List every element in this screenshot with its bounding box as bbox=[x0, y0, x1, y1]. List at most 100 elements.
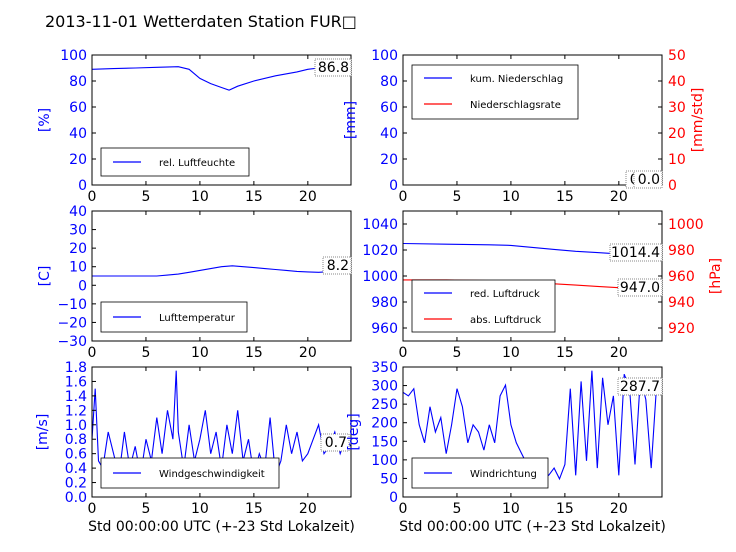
axes-frame-humidity bbox=[91, 54, 352, 186]
panel-humidity: 0 5 10 15 20 0 20 40 60 80 100 [%] 86.8 rel. Luftfeuc… bbox=[37, 48, 352, 205]
xtick-label-windspeed-3: 15 bbox=[245, 501, 263, 517]
ytick-label-windspeed-3: 0.6 bbox=[65, 447, 87, 463]
ytick-label-winddir-5: 250 bbox=[371, 397, 398, 413]
ytick-right-label-precip-1: 10 bbox=[668, 152, 686, 168]
series-temperature-0 bbox=[92, 265, 351, 277]
xtick-label-humidity-4: 20 bbox=[299, 189, 317, 205]
legend-label-winddir-0: Windrichtung bbox=[470, 469, 537, 480]
ytick-label-precip-5: 100 bbox=[371, 48, 398, 64]
ytick-right-label-precip-4: 40 bbox=[668, 74, 686, 90]
ytick-label-winddir-2: 100 bbox=[371, 453, 398, 469]
ytick-label-windspeed-2: 0.4 bbox=[65, 461, 87, 477]
ytick-label-temperature-4: 10 bbox=[69, 260, 87, 276]
xtick-label-windspeed-2: 10 bbox=[191, 501, 209, 517]
panel-pressure: 0 5 10 15 20 960 980 1000 1020 1040 920 940 960 980 10… bbox=[362, 210, 724, 361]
xtick-label-pressure-4: 20 bbox=[610, 345, 628, 361]
legend-pressure bbox=[411, 279, 556, 333]
xtick-label-winddir-1: 5 bbox=[452, 501, 461, 517]
xtick-label-precip-0: 0 bbox=[399, 189, 408, 205]
annotation-pressure-abs: 947.0 bbox=[620, 280, 660, 296]
ytick-label-temperature-6: 30 bbox=[69, 223, 87, 239]
ytick-label-temperature-2: −10 bbox=[57, 297, 87, 313]
ytick-label-precip-2: 40 bbox=[380, 126, 398, 142]
annotation-windspeed-box bbox=[320, 433, 350, 452]
panel-precip: 0 5 10 15 20 0 20 40 60 80 100 0 10 20 30 40 50 [mm/std] [… bbox=[343, 48, 706, 205]
axes-frame-winddir bbox=[402, 366, 663, 498]
xtick-label-humidity-0: 0 bbox=[88, 189, 97, 205]
ylabel-windspeed: [m/s] bbox=[35, 414, 51, 451]
legend-label-precip-0: kum. Niederschlag bbox=[470, 74, 563, 85]
legend-label-pressure-0: red. Luftdruck bbox=[470, 289, 540, 300]
ytick-label-humidity-1: 20 bbox=[69, 152, 87, 168]
annotation-precip-rate: 0.0 bbox=[638, 172, 660, 188]
ytick-label-winddir-3: 150 bbox=[371, 434, 398, 450]
ytick-label-pressure-2: 1000 bbox=[362, 269, 398, 285]
ytick-right-label-precip-0: 0 bbox=[668, 178, 677, 194]
ytick-label-temperature-0: −30 bbox=[57, 334, 87, 350]
ytick-label-pressure-0: 960 bbox=[371, 321, 398, 337]
xtick-label-winddir-2: 10 bbox=[502, 501, 520, 517]
legend-precip bbox=[411, 64, 579, 120]
ytick-label-precip-3: 60 bbox=[380, 100, 398, 116]
ytick-label-windspeed-7: 1.4 bbox=[65, 389, 87, 405]
xtick-label-precip-3: 15 bbox=[556, 189, 574, 205]
annotation-temperature-box bbox=[322, 256, 352, 275]
ytick-label-pressure-4: 1040 bbox=[362, 217, 398, 233]
ylabel-precip: [mm] bbox=[343, 101, 359, 139]
annotation-pressure-abs-box bbox=[617, 278, 663, 297]
ylabel-winddir: [deg] bbox=[346, 413, 362, 450]
xtick-label-humidity-2: 10 bbox=[191, 189, 209, 205]
annotation-temperature: 8.2 bbox=[327, 258, 349, 274]
ytick-label-pressure-3: 1020 bbox=[362, 243, 398, 259]
legend-label-pressure-1: abs. Luftdruck bbox=[470, 315, 541, 326]
annotation-humidity-box bbox=[314, 58, 352, 77]
xtick-label-pressure-2: 10 bbox=[502, 345, 520, 361]
ytick-right-label-precip-5: 50 bbox=[668, 48, 686, 64]
xlabel-windspeed: Std 00:00:00 UTC (+-23 Std Lokalzeit) bbox=[88, 519, 355, 535]
ytick-label-windspeed-0: 0.0 bbox=[65, 490, 87, 506]
ytick-label-winddir-6: 300 bbox=[371, 379, 398, 395]
series-humidity-0 bbox=[92, 66, 351, 91]
legend-label-precip-1: Niederschlagsrate bbox=[470, 100, 561, 111]
xtick-label-temperature-3: 15 bbox=[245, 345, 263, 361]
ytick-right-label-pressure-2: 960 bbox=[668, 269, 695, 285]
annotation-winddir-box bbox=[617, 377, 663, 396]
xlabel-winddir: Std 00:00:00 UTC (+-23 Std Lokalzeit) bbox=[399, 519, 666, 535]
panel-windspeed: 0 5 10 15 20 0.00.20.40.60.81.01.21.41.61.8 [m… bbox=[35, 360, 355, 535]
figure-title: 2013-11-01 Wetterdaten Station FUR□ bbox=[45, 12, 357, 31]
ylabel-right-precip: [mm/std] bbox=[690, 88, 706, 153]
ylabel-right-pressure: [hPa] bbox=[708, 258, 724, 294]
ytick-label-precip-0: 0 bbox=[389, 178, 398, 194]
ylabel-humidity: [%] bbox=[37, 108, 53, 132]
annotation-pressure-red: 1014.4 bbox=[611, 245, 660, 261]
ytick-label-precip-4: 80 bbox=[380, 74, 398, 90]
axes-frame-temperature bbox=[91, 210, 352, 342]
ytick-label-windspeed-4: 0.8 bbox=[65, 432, 87, 448]
ytick-right-label-pressure-0: 920 bbox=[668, 321, 695, 337]
legend-label-humidity-0: rel. Luftfeuchte bbox=[159, 158, 235, 169]
ytick-label-temperature-3: 0 bbox=[78, 278, 87, 294]
legend-label-temperature-0: Lufttemperatur bbox=[159, 313, 236, 324]
ytick-label-temperature-5: 20 bbox=[69, 241, 87, 257]
ytick-label-humidity-5: 100 bbox=[60, 48, 87, 64]
ytick-label-humidity-3: 60 bbox=[69, 100, 87, 116]
ytick-label-winddir-1: 50 bbox=[380, 471, 398, 487]
ytick-label-windspeed-9: 1.8 bbox=[65, 360, 87, 376]
xtick-label-winddir-3: 15 bbox=[556, 501, 574, 517]
xtick-label-temperature-1: 5 bbox=[141, 345, 150, 361]
ytick-label-humidity-0: 0 bbox=[78, 178, 87, 194]
annotation-humidity: 86.8 bbox=[318, 60, 349, 76]
ytick-label-windspeed-8: 1.6 bbox=[65, 374, 87, 390]
xtick-label-pressure-3: 15 bbox=[556, 345, 574, 361]
ytick-label-windspeed-1: 0.2 bbox=[65, 476, 87, 492]
ytick-label-humidity-2: 40 bbox=[69, 126, 87, 142]
ytick-right-label-pressure-1: 940 bbox=[668, 295, 695, 311]
xtick-label-precip-1: 5 bbox=[452, 189, 461, 205]
xtick-label-pressure-1: 5 bbox=[452, 345, 461, 361]
xtick-label-windspeed-1: 5 bbox=[141, 501, 150, 517]
panel-temperature: 0 5 10 15 20 −30 −20 −10 0 10 20 30 40 [C] 8.2 Lufttemp… bbox=[37, 204, 352, 361]
ytick-right-label-precip-2: 20 bbox=[668, 126, 686, 142]
xtick-label-windspeed-4: 20 bbox=[299, 501, 317, 517]
